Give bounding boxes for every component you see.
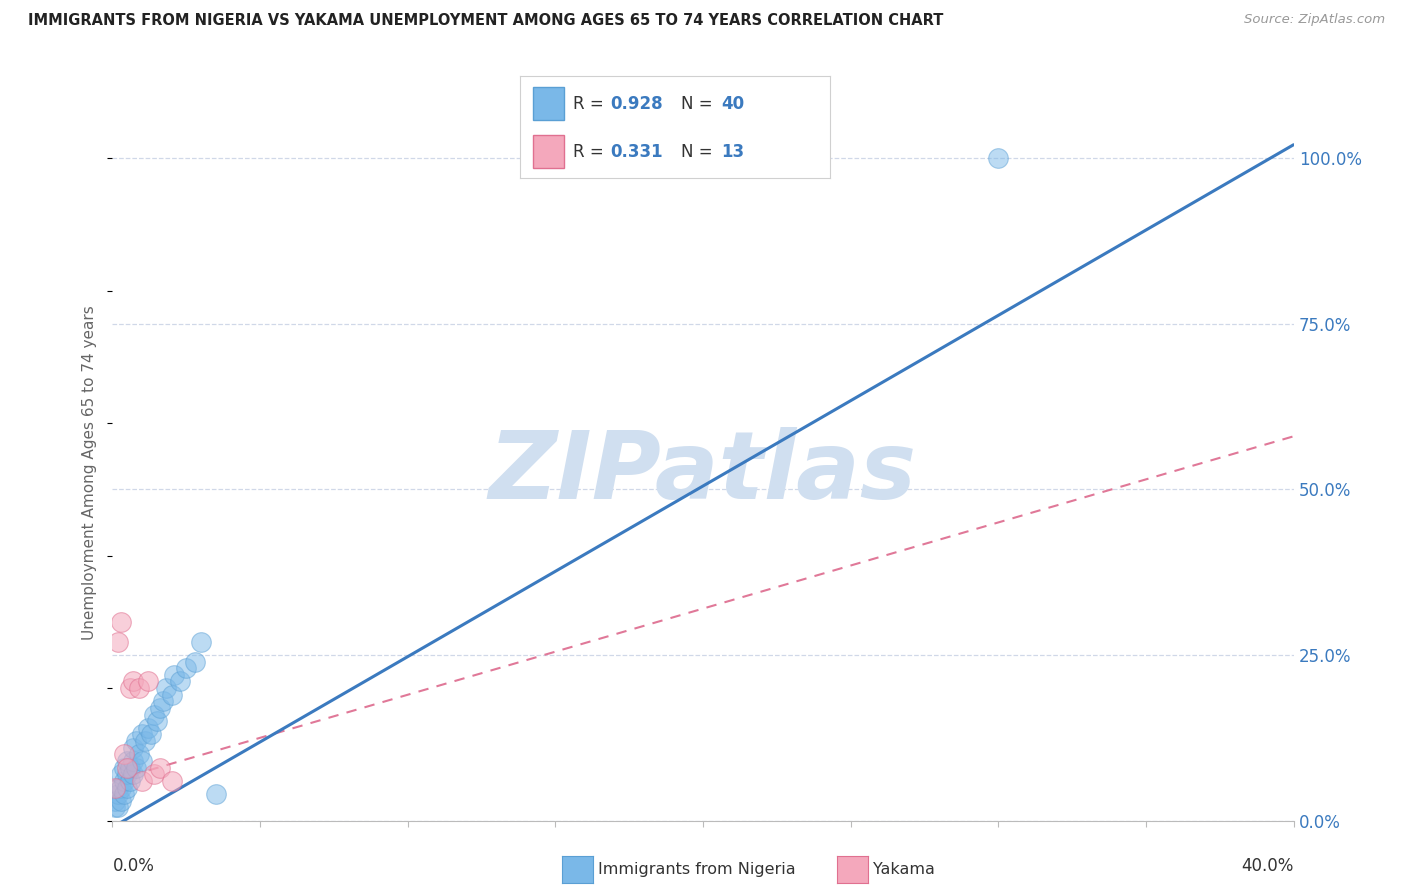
Point xyxy=(107,800,129,814)
Text: 0.928: 0.928 xyxy=(610,95,662,112)
Point xyxy=(163,668,186,682)
Text: 13: 13 xyxy=(721,143,744,161)
Point xyxy=(160,773,183,788)
Point xyxy=(149,701,172,715)
Text: Source: ZipAtlas.com: Source: ZipAtlas.com xyxy=(1244,13,1385,27)
Text: 40: 40 xyxy=(721,95,744,112)
Point xyxy=(131,727,153,741)
Point xyxy=(122,754,145,768)
Point xyxy=(122,674,145,689)
Point xyxy=(107,634,129,648)
Point xyxy=(110,780,132,795)
Point xyxy=(104,794,127,808)
Point xyxy=(120,761,142,775)
Point xyxy=(149,761,172,775)
Point xyxy=(136,721,159,735)
Point xyxy=(110,767,132,781)
Point xyxy=(117,767,138,781)
Point xyxy=(152,694,174,708)
Point xyxy=(190,634,212,648)
Point xyxy=(112,761,135,775)
Point xyxy=(205,787,228,801)
Point xyxy=(125,734,148,748)
Text: N =: N = xyxy=(681,95,718,112)
Point xyxy=(112,787,135,801)
Text: 0.0%: 0.0% xyxy=(112,857,155,875)
Point xyxy=(104,800,127,814)
Point xyxy=(110,794,132,808)
Point xyxy=(125,761,148,775)
Point xyxy=(136,674,159,689)
Point xyxy=(174,661,197,675)
Point xyxy=(122,767,145,781)
Point xyxy=(120,681,142,695)
Point xyxy=(169,674,191,689)
Point xyxy=(146,714,169,729)
Point xyxy=(110,615,132,629)
Point xyxy=(112,747,135,762)
Point xyxy=(184,655,207,669)
Text: IMMIGRANTS FROM NIGERIA VS YAKAMA UNEMPLOYMENT AMONG AGES 65 TO 74 YEARS CORRELA: IMMIGRANTS FROM NIGERIA VS YAKAMA UNEMPL… xyxy=(28,13,943,29)
Point xyxy=(139,727,162,741)
Text: ZIPatlas: ZIPatlas xyxy=(489,426,917,519)
Point xyxy=(128,747,150,762)
Point xyxy=(117,754,138,768)
Point xyxy=(134,734,156,748)
Point xyxy=(117,761,138,775)
Point xyxy=(160,688,183,702)
Point xyxy=(131,773,153,788)
Point xyxy=(155,681,177,695)
Point xyxy=(142,767,165,781)
Text: R =: R = xyxy=(572,143,609,161)
Text: Yakama: Yakama xyxy=(873,863,935,877)
Point xyxy=(987,151,1010,165)
Point xyxy=(107,787,129,801)
Point xyxy=(117,780,138,795)
Point xyxy=(104,780,127,795)
Y-axis label: Unemployment Among Ages 65 to 74 years: Unemployment Among Ages 65 to 74 years xyxy=(82,305,97,640)
Point xyxy=(142,707,165,722)
Point xyxy=(131,754,153,768)
Point xyxy=(128,681,150,695)
Point xyxy=(107,780,129,795)
Point xyxy=(112,773,135,788)
Text: R =: R = xyxy=(572,95,609,112)
Text: N =: N = xyxy=(681,143,718,161)
Text: Immigrants from Nigeria: Immigrants from Nigeria xyxy=(598,863,796,877)
Point xyxy=(122,740,145,755)
FancyBboxPatch shape xyxy=(533,87,564,120)
Text: 0.331: 0.331 xyxy=(610,143,662,161)
FancyBboxPatch shape xyxy=(533,136,564,168)
Point xyxy=(120,773,142,788)
Text: 40.0%: 40.0% xyxy=(1241,857,1294,875)
